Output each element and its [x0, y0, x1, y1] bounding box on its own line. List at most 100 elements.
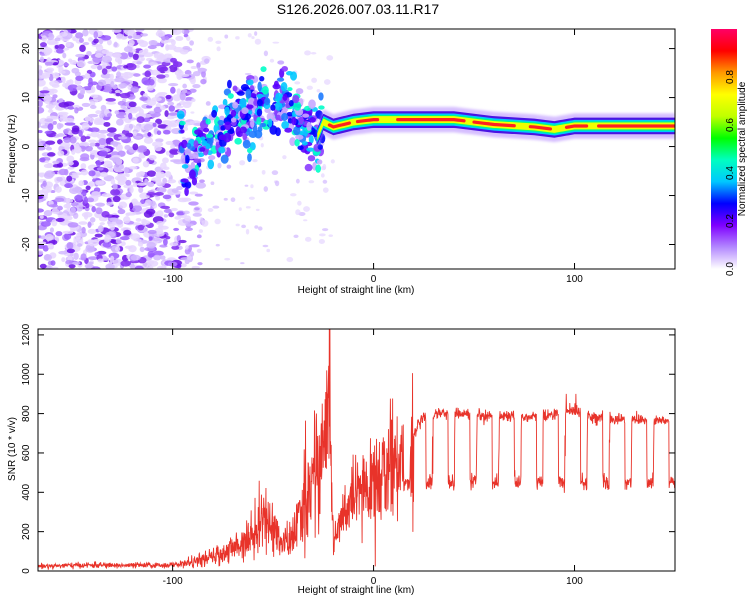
trace-blob: [193, 140, 199, 149]
spectrogram-y-tick-label: 10: [21, 92, 32, 104]
noise-blob: [90, 131, 100, 138]
noise-blob: [104, 234, 112, 243]
noise-blob: [90, 266, 101, 269]
noise-blob: [86, 197, 95, 203]
noise-blob: [38, 250, 44, 255]
noise-blob: [157, 77, 167, 84]
trace-blob: [190, 161, 196, 171]
noise-blob: [114, 110, 120, 115]
noise-blob: [197, 262, 203, 266]
noise-blob: [50, 260, 56, 266]
noise-blob: [84, 136, 91, 140]
noise-blob: [66, 175, 73, 182]
noise-blob: [118, 201, 128, 209]
noise-blob: [51, 219, 58, 227]
noise-blob: [176, 186, 183, 191]
noise-blob: [65, 202, 71, 210]
noise-blob: [163, 208, 173, 214]
noise-blob: [136, 172, 141, 178]
trace-blob: [281, 121, 290, 130]
noise-blob: [66, 155, 75, 163]
noise-blob: [52, 120, 57, 125]
noise-blob: [42, 180, 47, 187]
trace-blob: [227, 79, 232, 89]
noise-blob: [47, 152, 56, 157]
noise-blob: [41, 35, 48, 42]
trace-blob: [293, 101, 302, 111]
noise-blob: [183, 210, 190, 215]
noise-blob: [250, 184, 254, 189]
noise-blob: [156, 74, 166, 79]
noise-blob: [135, 106, 142, 112]
noise-blob: [304, 236, 312, 242]
noise-blob: [85, 185, 91, 191]
noise-blob: [74, 107, 79, 114]
noise-blob: [129, 202, 134, 210]
trace-blob: [217, 119, 225, 126]
noise-blob: [124, 118, 132, 124]
noise-blob: [86, 69, 93, 75]
trace-blob: [293, 126, 301, 136]
noise-blob: [48, 204, 59, 208]
noise-blob: [117, 208, 126, 215]
noise-blob: [186, 255, 192, 261]
noise-blob: [94, 202, 106, 207]
noise-blob: [245, 206, 251, 209]
trace-blob: [224, 106, 230, 116]
noise-blob: [168, 83, 179, 87]
noise-blob: [274, 180, 280, 187]
noise-blob: [55, 217, 65, 222]
noise-blob: [181, 29, 185, 34]
noise-blob: [43, 195, 48, 200]
snr-y-label: SNR (10 * v/v): [7, 417, 18, 481]
noise-blob: [60, 70, 66, 74]
trace-blob: [242, 139, 251, 149]
snr-x-tick-label: 100: [566, 576, 583, 587]
noise-blob: [88, 170, 96, 177]
noise-blob: [150, 69, 161, 76]
trace-blob: [186, 143, 192, 149]
noise-blob: [167, 122, 177, 127]
noise-blob: [152, 122, 157, 127]
noise-blob: [87, 221, 92, 228]
noise-blob: [153, 52, 165, 60]
noise-blob: [173, 227, 180, 231]
noise-blob: [38, 74, 47, 80]
spectrogram-x-tick-label: -100: [163, 274, 183, 285]
trace-blob: [184, 181, 192, 189]
spectrogram-x-label: Height of straight line (km): [298, 285, 415, 296]
noise-blob: [159, 162, 167, 170]
spectrogram-y-tick-label: -10: [21, 188, 32, 203]
noise-blob: [172, 94, 182, 102]
noise-blob: [116, 71, 121, 79]
noise-blob: [93, 38, 99, 44]
noise-blob: [111, 214, 120, 218]
noise-blob: [123, 46, 133, 53]
noise-blob: [159, 187, 167, 193]
noise-blob: [123, 216, 131, 224]
noise-blob: [87, 256, 99, 261]
noise-blob: [75, 53, 86, 58]
noise-blob: [240, 262, 245, 265]
snr-y-tick-label: 0: [21, 568, 32, 574]
noise-blob: [147, 132, 152, 137]
noise-blob: [89, 217, 96, 223]
noise-blob: [165, 94, 172, 100]
noise-blob: [103, 257, 110, 261]
noise-blob: [112, 183, 118, 190]
noise-blob: [38, 195, 44, 200]
noise-blob: [156, 130, 162, 136]
noise-blob: [55, 231, 63, 237]
trace-blob: [179, 120, 186, 126]
noise-blob: [201, 70, 206, 78]
noise-blob: [137, 241, 144, 247]
trace-blob: [295, 134, 304, 140]
noise-blob: [69, 60, 77, 65]
noise-blob: [151, 177, 162, 182]
noise-blob: [123, 166, 130, 174]
noise-blob: [67, 161, 74, 166]
noise-blob: [44, 61, 54, 66]
snr-y-tick-label: 200: [21, 523, 32, 540]
trace-blob: [226, 164, 232, 169]
noise-blob: [120, 104, 126, 109]
